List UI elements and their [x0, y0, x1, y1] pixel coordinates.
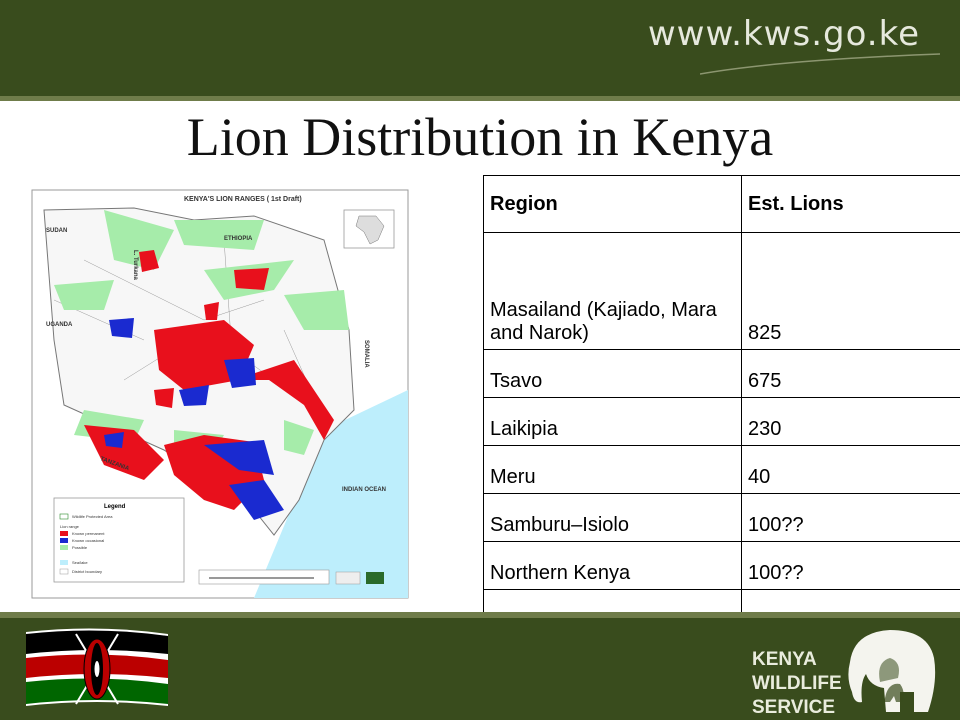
cell-region: Meru — [483, 445, 742, 494]
legend-item-permanent: Known permanent — [72, 531, 105, 536]
swoosh-decoration — [700, 53, 940, 75]
header-region: Region — [483, 175, 742, 233]
table-row: Meru 40 — [483, 445, 960, 494]
lion-estimate-table: Region Est. Lions Masailand (Kajiado, Ma… — [483, 175, 960, 640]
map-label-lake: L. Turkana — [132, 250, 138, 281]
cell-lions: 100?? — [741, 541, 960, 590]
table-row: Laikipia 230 — [483, 397, 960, 446]
table-header-row: Region Est. Lions — [483, 175, 960, 233]
map-title: KENYA'S LION RANGES ( 1st Draft) — [184, 196, 302, 203]
cell-lions: 230 — [741, 397, 960, 446]
legend-item-sea: Sea/lake — [72, 560, 88, 565]
cell-region: Samburu–Isiolo — [483, 493, 742, 542]
table-row: Tsavo 675 — [483, 349, 960, 398]
map-label-uganda: UGANDA — [46, 322, 73, 328]
kws-logo-text: KENYA WILDLIFE SERVICE — [752, 648, 842, 720]
cell-region: Northern Kenya — [483, 541, 742, 590]
legend-item-possible: Possible — [72, 545, 88, 550]
legend-title: Legend — [104, 504, 126, 510]
cell-region: Tsavo — [483, 349, 742, 398]
map-label-sudan: SUDAN — [46, 228, 67, 234]
map-label-indian-ocean: INDIAN OCEAN — [342, 487, 386, 493]
legend-item-occasional: Known occasional — [72, 538, 104, 543]
footer-stripe — [0, 612, 960, 618]
table-row: Samburu–Isiolo 100?? — [483, 493, 960, 542]
table-row: Northern Kenya 100?? — [483, 541, 960, 590]
elephant-logo-icon — [848, 630, 936, 712]
table-row: Masailand (Kajiado, Mara and Narok) 825 — [483, 232, 960, 350]
website-url[interactable]: www.kws.go.ke — [647, 14, 920, 54]
kws-logo-line2: WILDLIFE — [752, 673, 842, 694]
legend-item-lion-range: Lion range — [60, 524, 80, 529]
cell-lions: 40 — [741, 445, 960, 494]
cell-region: Masailand (Kajiado, Mara and Narok) — [483, 232, 742, 350]
kws-logo-line3: SERVICE — [752, 697, 836, 718]
legend-item-protected: Wildlife Protected Area — [72, 514, 113, 519]
legend-item-district: District boundary — [72, 569, 102, 574]
map-label-ethiopia: ETHIOPIA — [224, 236, 253, 242]
cell-region: Laikipia — [483, 397, 742, 446]
header-est-lions: Est. Lions — [741, 175, 960, 233]
cell-lions: 675 — [741, 349, 960, 398]
cell-lions: 100?? — [741, 493, 960, 542]
header-stripe — [0, 96, 960, 101]
kenya-flag-icon — [26, 628, 168, 706]
lion-range-map: KENYA'S LION RANGES ( 1st Draft) — [24, 180, 414, 605]
cell-lions: 825 — [741, 232, 960, 350]
slide-title: Lion Distribution in Kenya — [186, 107, 774, 167]
kws-logo-line1: KENYA — [752, 649, 817, 670]
map-label-somalia: SOMALIA — [363, 340, 369, 368]
header-bar: www.kws.go.ke — [0, 0, 960, 101]
